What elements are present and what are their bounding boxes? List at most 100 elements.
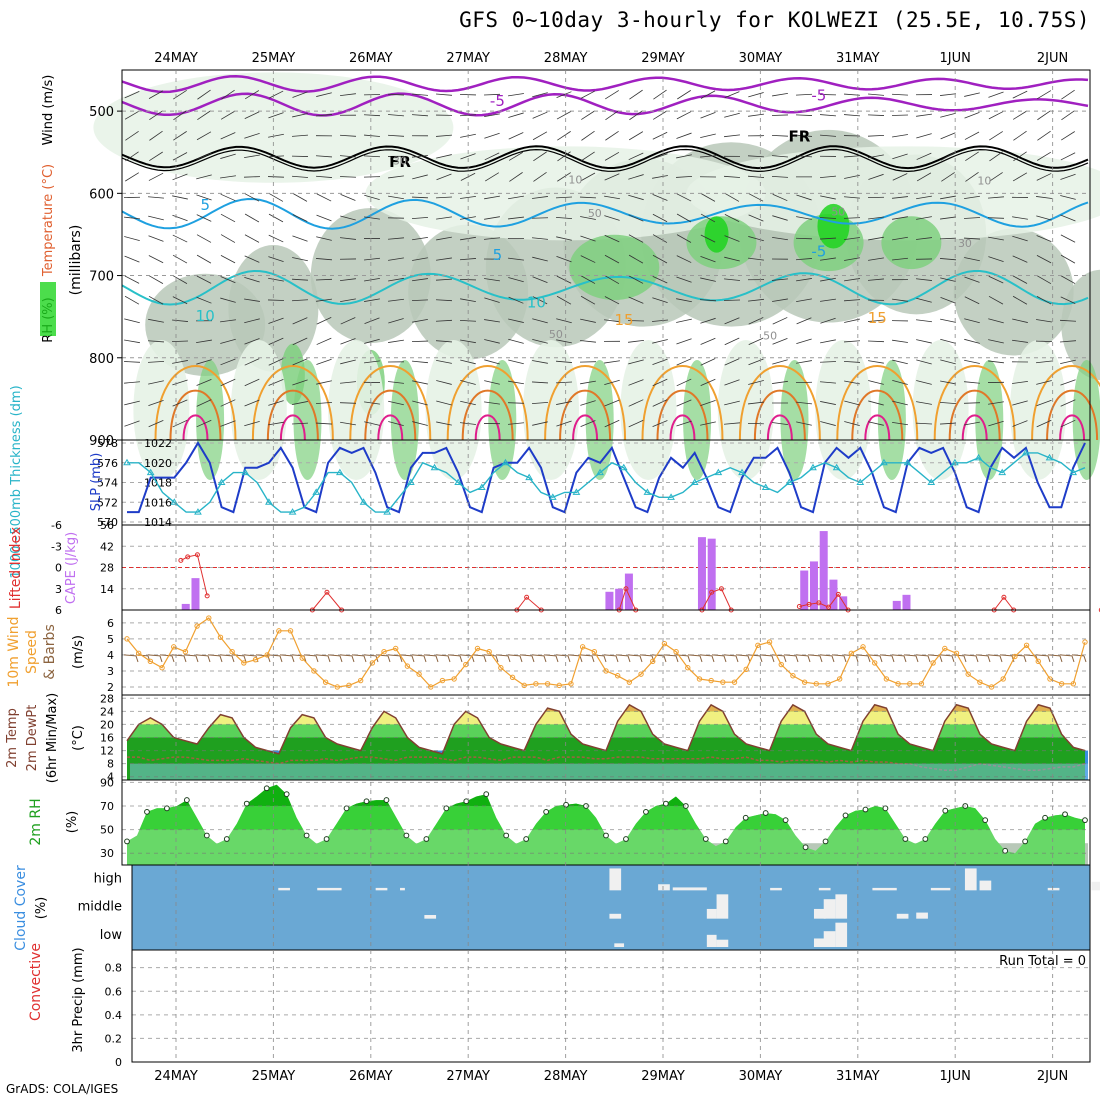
wind-speed-point [766, 639, 773, 645]
wind-barb-10m [1023, 655, 1027, 663]
li-point [178, 557, 184, 563]
cloud-bar [823, 931, 836, 947]
wind-barb [340, 278, 356, 282]
rh-point [1022, 838, 1029, 845]
wind-barb [340, 237, 356, 240]
wind-barb [172, 152, 188, 161]
wind-speed-point [977, 679, 983, 685]
wind-barb [892, 421, 908, 426]
y-tick-label: 2 [107, 681, 114, 694]
wind-barb-10m [723, 655, 727, 663]
wind-barb [819, 175, 837, 179]
wind-barb [1012, 400, 1028, 406]
y-tick-label: 90 [100, 776, 114, 789]
wind-barb [940, 296, 956, 304]
wind-speed-point [650, 658, 656, 665]
wind-barb [316, 337, 332, 345]
y-tick-label-right: 1022 [144, 437, 172, 450]
wind-barb [364, 338, 380, 344]
rh-point [243, 800, 250, 807]
wind-speed-point [930, 660, 936, 666]
wind-speed-point [416, 671, 422, 677]
wind-barb-10m [507, 655, 511, 663]
wind-barb [581, 151, 595, 162]
wind-barb [820, 339, 836, 344]
wind-barb-10m [183, 654, 197, 657]
rh-shading [953, 228, 1074, 356]
wind-speed-point [1012, 653, 1018, 660]
wind-barb-10m [795, 654, 809, 657]
wind-barb-10m [159, 655, 163, 663]
wind-barb-10m [699, 654, 713, 657]
wind-barb [940, 338, 956, 344]
wind-barb [149, 130, 163, 141]
wind-barb-10m [339, 655, 343, 663]
wind-barb [605, 90, 619, 100]
wind-barb [436, 257, 452, 261]
axis-label-wind10-speed: Speed [24, 630, 40, 674]
wind-barb [1059, 340, 1077, 343]
wind-barb-10m [231, 654, 245, 657]
axis-label-minmax: (6hr Min/Max) [45, 693, 60, 783]
wind-barb [772, 298, 788, 302]
wind-barb [1036, 296, 1052, 305]
wind-barb-10m [219, 654, 233, 657]
wind-barb [844, 318, 860, 323]
wind-barb [652, 131, 668, 140]
wind-barb [892, 134, 908, 138]
wind-barb [387, 237, 405, 240]
wind-barb [988, 275, 1004, 284]
wind-barb [748, 401, 764, 405]
wind-barb [796, 360, 812, 364]
wind-barb-10m [639, 654, 653, 657]
wind-barb [243, 176, 261, 178]
wind-barb-10m [819, 655, 823, 663]
wind-barb [748, 214, 764, 222]
rh-point [643, 808, 649, 815]
wind-barb-10m [807, 654, 821, 657]
wind-barb [364, 277, 380, 282]
wind-barb [940, 216, 956, 220]
wind-barb [292, 358, 308, 366]
wind-barb [772, 380, 788, 384]
cloud-bar [375, 887, 388, 891]
isotherm-15 [349, 365, 432, 441]
wind-barb-10m [939, 654, 953, 657]
wind-barb [843, 155, 861, 158]
wind-barb [556, 236, 572, 241]
wind-barb [964, 421, 980, 426]
wind-barb [652, 213, 668, 223]
wind-speed-point [673, 648, 679, 655]
wind-speed-point [790, 673, 796, 679]
wind-barb-10m [159, 654, 173, 657]
rh-point [343, 805, 350, 812]
wind-barb [412, 174, 428, 180]
y-tick-label: 6 [107, 617, 114, 630]
wind-barb-10m [999, 655, 1003, 663]
cloud-bar [716, 939, 729, 947]
wind-barb [268, 256, 284, 263]
wind-barb [244, 132, 260, 139]
y-tick-label: 0 [115, 1056, 122, 1069]
y-tick-label: 50 [100, 824, 114, 837]
wind-speed-point [159, 665, 165, 671]
wind-barb-10m [1035, 654, 1049, 657]
rh-shading [522, 340, 579, 480]
wind-barb [1060, 379, 1076, 386]
wind-barb [700, 213, 716, 223]
isotherm-20 [169, 389, 222, 441]
axis-label-temp: 2m Temp [5, 708, 20, 768]
y-tick-label-left: 572 [97, 496, 118, 509]
isotherm-15 [738, 365, 821, 441]
wind-barb [581, 130, 595, 141]
wind-barb [412, 155, 428, 158]
wind-barb [220, 175, 236, 179]
wind-barb [1036, 399, 1052, 407]
wind-barb [628, 194, 644, 201]
wind-barb [988, 401, 1004, 405]
wind-barb-10m [999, 654, 1013, 657]
wind-barb-10m [171, 655, 175, 663]
wind-barb-10m [459, 655, 463, 663]
wind-speed-point [685, 665, 691, 671]
wind-barb [268, 358, 284, 366]
